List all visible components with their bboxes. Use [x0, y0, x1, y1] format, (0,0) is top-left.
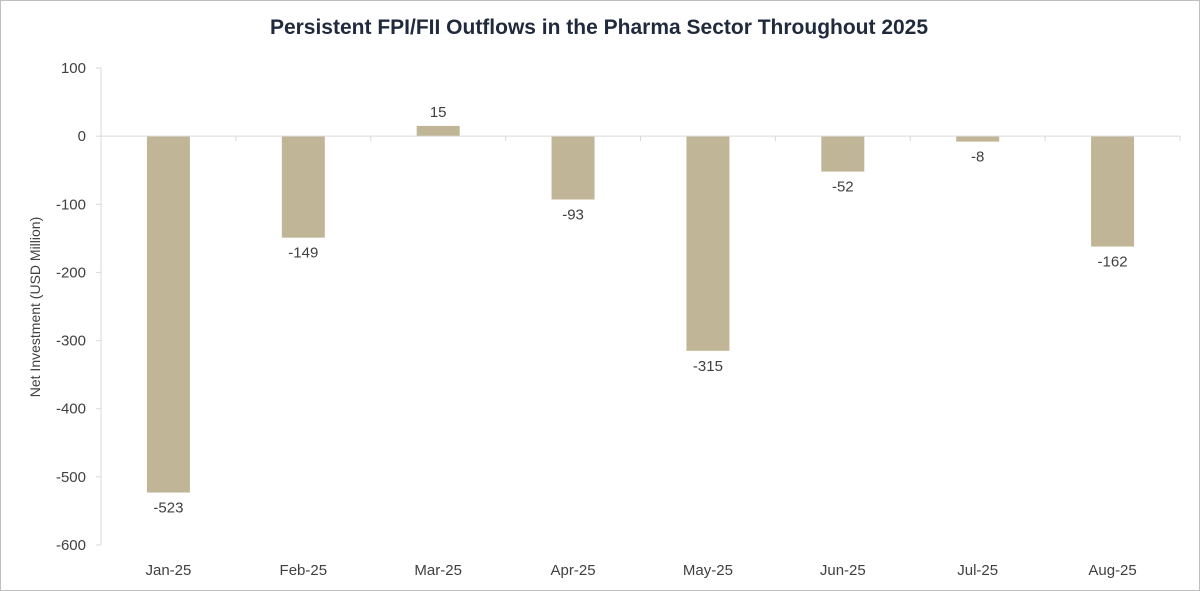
x-tick-label: Feb-25: [280, 562, 328, 579]
y-tick-label: -600: [56, 537, 86, 554]
x-tick-label: Mar-25: [414, 562, 462, 579]
data-label: -523: [153, 500, 183, 517]
bar: [281, 136, 325, 238]
data-label: -149: [288, 245, 318, 262]
x-tick-label: Aug-25: [1088, 562, 1136, 579]
y-ticks: 100 0 -100 -200 -300 -400 -500 -600: [56, 60, 101, 554]
y-tick-label: -100: [56, 196, 86, 213]
data-label: -52: [832, 179, 854, 196]
y-tick-label: -200: [56, 264, 86, 281]
y-tick-label: -300: [56, 333, 86, 350]
x-tick-label: Apr-25: [551, 562, 596, 579]
data-label: -93: [562, 207, 584, 224]
chart-title: Persistent FPI/FII Outflows in the Pharm…: [269, 16, 929, 39]
x-tick-label: Jun-25: [820, 562, 866, 579]
x-tick-label: Jan-25: [146, 562, 192, 579]
data-label: -162: [1098, 254, 1128, 271]
bar: [146, 136, 190, 493]
y-tick-label: -400: [56, 401, 86, 418]
x-ticks: Jan-25 Feb-25 Mar-25 Apr-25 May-25 Jun-25 Jul-…: [146, 136, 1181, 579]
data-label: 15: [430, 104, 447, 121]
bar: [1091, 136, 1135, 247]
bar: [551, 136, 595, 200]
bar: [416, 125, 460, 137]
y-axis-label: Net Investment (USD Million): [27, 217, 43, 398]
x-tick-label: May-25: [683, 562, 733, 579]
bar: [821, 136, 865, 172]
y-tick-label: 100: [61, 60, 86, 77]
data-label: -315: [693, 358, 723, 375]
bars: [146, 125, 1135, 493]
x-tick-label: Jul-25: [957, 562, 998, 579]
y-tick-label: -500: [56, 469, 86, 486]
bar: [956, 136, 1000, 142]
data-label: -8: [971, 149, 984, 166]
bar: [686, 136, 730, 351]
data-labels: -523 -149 15 -93 -315 -52 -8 -162: [153, 104, 1127, 517]
y-tick-label: 0: [78, 128, 86, 145]
